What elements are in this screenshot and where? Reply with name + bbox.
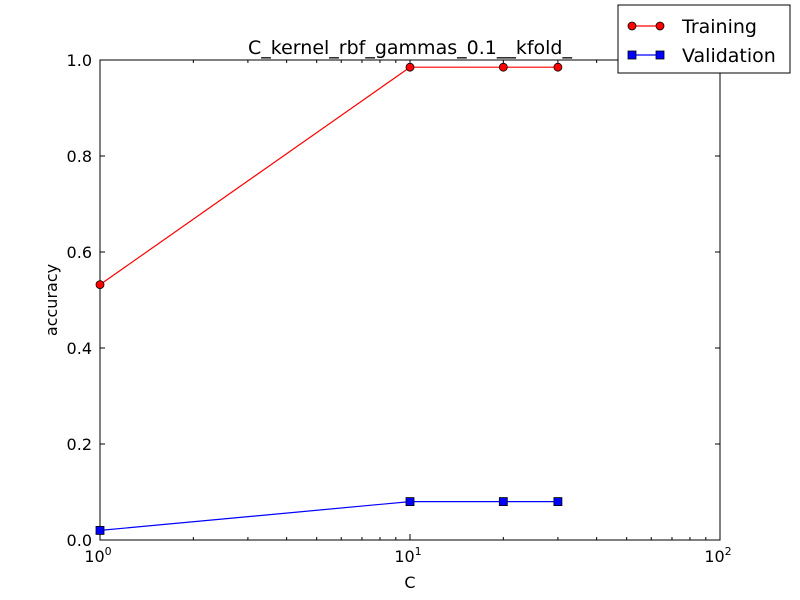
y-tick-label: 0.0 bbox=[67, 531, 92, 550]
x-tick-exponent: 1 bbox=[415, 545, 422, 558]
legend-marker-validation bbox=[655, 50, 665, 60]
x-tick-exponent: 0 bbox=[105, 545, 112, 558]
x-tick-exponent: 2 bbox=[725, 545, 732, 558]
data-point-training bbox=[405, 62, 415, 72]
y-tick-label: 0.6 bbox=[67, 243, 92, 262]
data-point-validation bbox=[553, 497, 563, 507]
series-line-validation bbox=[99, 501, 558, 531]
legend-marker-training bbox=[627, 21, 637, 31]
legend: Training Validation bbox=[617, 4, 791, 74]
legend-label-training: Training bbox=[681, 16, 757, 38]
data-point-validation bbox=[498, 497, 508, 507]
series-line-training bbox=[99, 66, 558, 286]
x-tick-base: 10 bbox=[394, 547, 414, 566]
legend-marker-training bbox=[655, 21, 665, 31]
x-tick-base: 10 bbox=[84, 547, 104, 566]
x-tick-base: 10 bbox=[704, 547, 724, 566]
y-axis-label: accuracy bbox=[42, 264, 61, 336]
series-layer bbox=[95, 62, 563, 535]
x-axis-label: C bbox=[404, 573, 415, 592]
legend-label-validation: Validation bbox=[682, 45, 776, 67]
legend-marker-validation bbox=[627, 50, 637, 60]
legend-box bbox=[617, 4, 791, 74]
chart-title: C_kernel_rbf_gammas_0.1__kfold_ bbox=[248, 37, 572, 59]
x-tick-label: 100 bbox=[84, 545, 111, 566]
y-tick-label: 0.4 bbox=[67, 339, 92, 358]
x-tick-label: 102 bbox=[704, 545, 731, 566]
y-tick-label: 0.8 bbox=[67, 147, 92, 166]
y-tick-label: 1.0 bbox=[67, 51, 92, 70]
plot-frame bbox=[99, 59, 721, 541]
data-point-validation bbox=[405, 497, 415, 507]
x-tick-label: 101 bbox=[394, 545, 421, 566]
data-point-training bbox=[498, 62, 508, 72]
x-axis-ticks: 100 101 102 bbox=[84, 60, 732, 566]
data-point-validation bbox=[95, 526, 105, 535]
y-tick-label: 0.2 bbox=[67, 435, 92, 454]
plot-area: 0.00.20.40.60.81.0 100 101 102 bbox=[67, 51, 732, 566]
data-point-training bbox=[553, 62, 563, 72]
data-point-training bbox=[95, 280, 105, 290]
